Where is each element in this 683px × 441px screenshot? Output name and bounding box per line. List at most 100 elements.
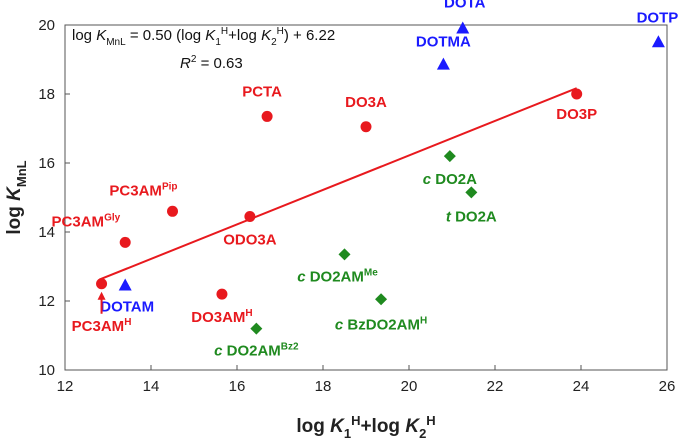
text-run: DO3AM [191,309,245,326]
y-tick-label: 12 [38,293,55,310]
data-point-blue-triangle [118,278,132,291]
data-point-red-circle [216,288,228,300]
points-layer [96,21,665,335]
x-tick-label: 18 [315,378,332,395]
point-label: DOTA [444,0,486,11]
text-run: 1 [344,426,351,441]
data-point-green-diamond [250,322,263,335]
data-point-blue-triangle [456,21,470,34]
text-run: DO2A [451,208,497,225]
text-run: log [4,201,25,235]
point-label: DO3AMH​ [191,308,252,326]
text-run: K [261,27,272,44]
text-run: +log [228,27,261,44]
data-point-green-diamond [465,186,478,199]
text-run: H [221,26,228,37]
text-run: ODO3A [223,231,277,248]
text-run: H [124,317,131,328]
data-point-red-circle [571,88,583,100]
text-run: H [277,26,284,37]
text-run: +log [360,416,405,437]
trendline-layer [99,87,578,281]
text-run: K [205,27,216,44]
point-label: PC3AMPip​ [109,181,177,199]
regression-line [99,87,578,281]
text-run: ) + 6.22 [284,27,335,44]
x-tick-label: 12 [57,378,74,395]
point-label: c BzDO2AMH​ [335,315,427,333]
data-point-red-circle [244,210,256,222]
text-run: K [4,186,25,201]
text-run: 2 [191,54,197,65]
data-point-red-circle [119,236,131,248]
x-tick-label: 22 [487,378,504,395]
x-tick-label: 16 [229,378,246,395]
text-run: DOTP [637,9,679,26]
text-run: H [245,308,252,319]
data-point-green-diamond [443,150,456,163]
text-run: PC3AM [72,318,125,335]
point-label: DOTAM [100,298,154,315]
plot-frame [64,24,668,371]
text-run: c [297,268,306,285]
text-run: PCTA [242,83,282,100]
point-label: DOTMA [416,34,471,51]
point-label: t DO2A [446,208,497,225]
data-point-blue-triangle [651,35,665,48]
text-run: Bz2 [281,342,299,353]
point-label: DO3P [556,106,597,123]
text-run: Pip [162,181,178,192]
text-run: = 0.63 [196,55,242,72]
data-point-blue-triangle [436,57,450,70]
y-tick-label: 10 [38,362,55,379]
data-point-green-diamond [338,248,351,261]
labels-layer: log KMnL = 0.50 (log K1H+log K2H) + 6.22… [52,0,679,360]
r-squared: R2 = 0.63 [180,54,243,72]
data-point-red-circle [96,278,108,290]
text-run: K [405,416,420,437]
text-run: H [420,315,427,326]
point-label: PC3AMGly​ [52,212,121,230]
point-label: DOTP [637,9,679,26]
text-run: 1 [215,37,221,48]
text-run: K [96,27,107,44]
x-tick-label: 24 [573,378,590,395]
text-run: 2 [419,426,426,441]
point-label: DO3A [345,94,387,111]
text-run: R [180,55,191,72]
text-run: = 0.50 (log [126,27,206,44]
text-run: H [426,413,435,428]
x-axis-title: log K1H+log K2H​ [296,413,435,441]
text-run: c [214,343,223,360]
text-run: log [296,416,330,437]
arrow-head [97,291,106,300]
text-run: 2 [271,37,277,48]
point-label: PC3AMH​ [72,317,132,335]
data-point-red-circle [167,205,178,217]
data-point-red-circle [261,110,273,122]
text-run: t [446,208,452,225]
text-run: log [72,27,96,44]
y-tick-label: 20 [38,17,55,34]
y-tick-label: 16 [38,155,55,172]
point-label: ODO3A [223,231,277,248]
x-tick-label: 20 [401,378,418,395]
y-axis-title: log KMnL​ [4,160,29,234]
regression-equation: log KMnL = 0.50 (log K1H+log K2H) + 6.22 [72,26,335,48]
point-label: c DO2AMMe​ [297,267,378,285]
point-label: c DO2A [423,171,477,188]
text-run: c [335,316,344,333]
text-run: BzDO2AM [343,316,420,333]
x-tick-label: 14 [143,378,160,395]
data-point-green-diamond [375,293,388,306]
text-run: DO3A [345,94,387,111]
text-run: DO2AM [306,268,364,285]
text-run: MnL [106,37,126,48]
text-run: Gly [104,212,121,223]
data-point-red-circle [360,121,372,133]
text-run: DOTA [444,0,486,11]
text-run: DO3P [556,106,597,123]
text-run: K [330,416,345,437]
